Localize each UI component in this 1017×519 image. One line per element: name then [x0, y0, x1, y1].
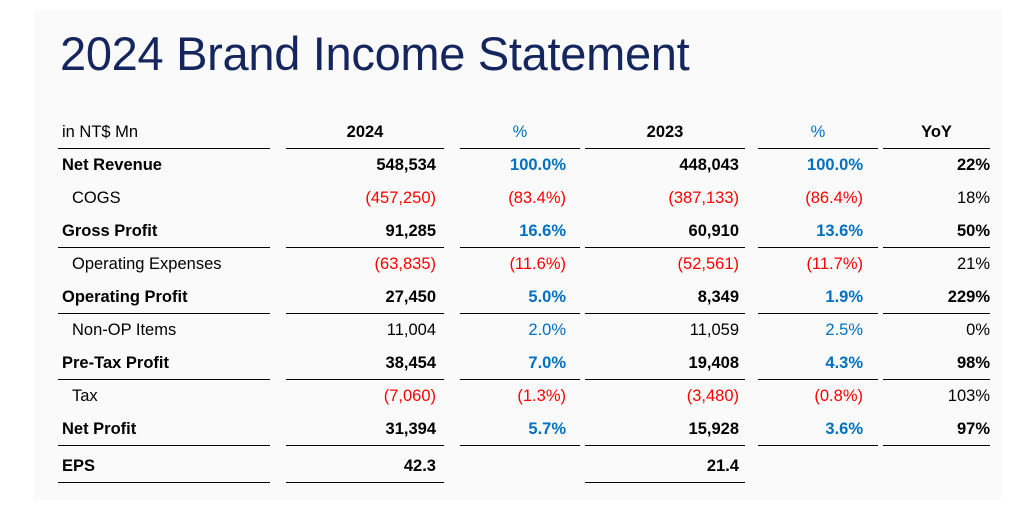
percent-2023: 100.0% [807, 156, 863, 174]
value-2023: (3,480) [686, 387, 739, 405]
percent-2024: 2.0% [528, 321, 566, 339]
row-label: Operating Profit [58, 281, 270, 314]
value-2023: 15,928 [585, 413, 745, 446]
yoy-change: 18% [956, 189, 990, 207]
percent-2023: (11.7%) [806, 255, 863, 273]
yoy-change: 22% [956, 156, 990, 174]
header-2023: 2023 [585, 116, 745, 149]
value-2024: (457,250) [365, 189, 436, 207]
row-label: EPS [58, 450, 270, 483]
row-label: Non-OP Items [72, 321, 177, 339]
yoy-change: 97% [883, 413, 990, 446]
value-2024: (63,835) [374, 255, 436, 273]
row-label: Tax [72, 387, 98, 405]
percent-2024: 5.7% [460, 413, 580, 446]
yoy-change: 0% [966, 321, 990, 339]
percent-2024: (1.3%) [517, 387, 566, 405]
value-2023: (387,133) [668, 189, 739, 207]
row-label: Net Revenue [62, 156, 162, 174]
percent-2023: 2.5% [825, 321, 863, 339]
percent-2023: 3.6% [758, 413, 878, 446]
row-label: Gross Profit [58, 215, 270, 248]
yoy-change: 98% [883, 347, 990, 380]
header-unit: in NT$ Mn [58, 116, 270, 149]
percent-2023: 4.3% [758, 347, 878, 380]
percent-2023: (86.4%) [805, 189, 863, 207]
value-2024: (7,060) [383, 387, 436, 405]
percent-2023: 13.6% [758, 215, 878, 248]
page-title: 2024 Brand Income Statement [60, 27, 690, 80]
value-2023: (52,561) [677, 255, 739, 273]
value-2023: 60,910 [585, 215, 745, 248]
percent-2024: (83.4%) [508, 189, 566, 207]
value-2023: 19,408 [585, 347, 745, 380]
value-2023: 21.4 [585, 450, 745, 483]
value-2024: 31,394 [286, 413, 444, 446]
percent-2024: (11.6%) [509, 255, 566, 273]
yoy-change: 229% [883, 281, 990, 314]
row-label: Pre-Tax Profit [58, 347, 270, 380]
header-percent-2023: % [758, 116, 878, 149]
header-yoy: YoY [883, 116, 990, 149]
row-label: Operating Expenses [72, 255, 222, 273]
slide-background [34, 10, 1002, 500]
percent-2023: (0.8%) [814, 387, 863, 405]
value-2024: 38,454 [286, 347, 444, 380]
value-2023: 448,043 [679, 156, 739, 174]
percent-2024: 16.6% [460, 215, 580, 248]
yoy-change: 103% [947, 387, 990, 405]
yoy-change: 50% [883, 215, 990, 248]
header-2024: 2024 [286, 116, 444, 149]
row-label: COGS [72, 189, 121, 207]
header-percent-2024: % [460, 116, 580, 149]
percent-2023: 1.9% [758, 281, 878, 314]
percent-2024: 100.0% [510, 156, 566, 174]
yoy-change: 21% [956, 255, 990, 273]
value-2024: 42.3 [286, 450, 444, 483]
percent-2024: 7.0% [460, 347, 580, 380]
percent-2024: 5.0% [460, 281, 580, 314]
value-2024: 11,004 [386, 321, 436, 339]
value-2024: 27,450 [286, 281, 444, 314]
value-2024: 91,285 [286, 215, 444, 248]
value-2023: 11,059 [689, 321, 739, 339]
value-2023: 8,349 [585, 281, 745, 314]
value-2024: 548,534 [376, 156, 436, 174]
row-label: Net Profit [58, 413, 270, 446]
